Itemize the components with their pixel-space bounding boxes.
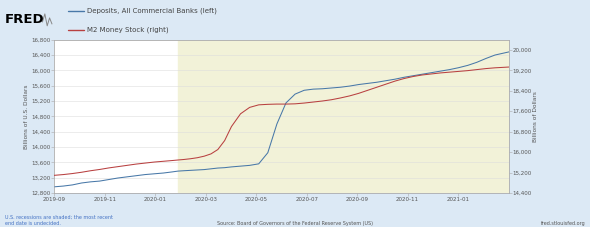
Text: M2 Money Stock (right): M2 Money Stock (right) xyxy=(87,27,169,33)
Text: fred.stlouisfed.org: fred.stlouisfed.org xyxy=(540,221,585,226)
Text: Deposits, All Commercial Banks (left): Deposits, All Commercial Banks (left) xyxy=(87,8,217,14)
Y-axis label: Billions of U.S. Dollars: Billions of U.S. Dollars xyxy=(24,84,30,149)
Text: U.S. recessions are shaded; the most recent
end date is undecided.: U.S. recessions are shaded; the most rec… xyxy=(5,215,113,226)
Text: Source: Board of Governors of the Federal Reserve System (US): Source: Board of Governors of the Federa… xyxy=(217,221,373,226)
Bar xyxy=(178,40,517,193)
Y-axis label: Billions of Dollars: Billions of Dollars xyxy=(533,91,539,142)
Text: FRED: FRED xyxy=(5,12,44,26)
